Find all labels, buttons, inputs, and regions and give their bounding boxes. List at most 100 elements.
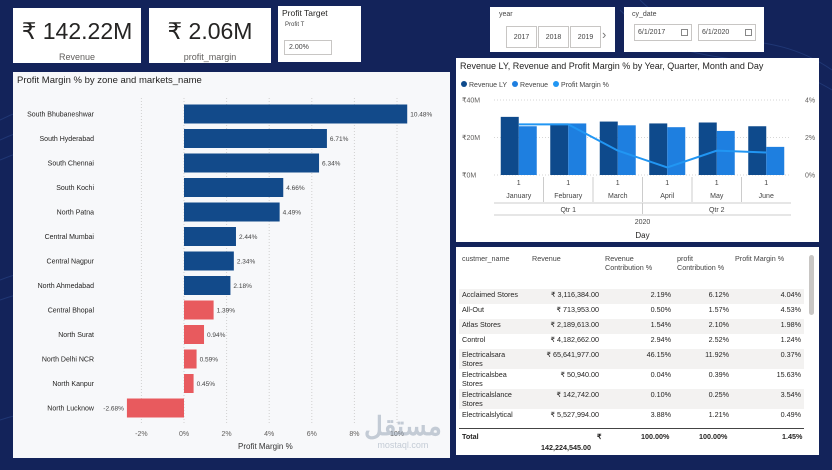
bar[interactable] (184, 374, 194, 393)
table-cell: 0.10% (650, 390, 671, 399)
table-cell: 15.63% (776, 370, 801, 379)
month-label: January (506, 193, 531, 200)
table-scrollbar[interactable] (809, 255, 814, 315)
total-revenue-contribution: 100.00% (641, 432, 670, 441)
date-slicer: cy_date 6/1/2017 6/1/2020 (624, 7, 764, 52)
bar[interactable] (184, 300, 214, 320)
table-row[interactable]: Atlas Stores ₹ 2,189,613.00 1.54% 2.10% 1.98… (459, 319, 804, 334)
bar-revenue-ly[interactable] (500, 116, 519, 175)
table-row[interactable]: Electricalsara Stores ₹ 65,641,977.00 46.1… (459, 349, 804, 369)
table-cell: ₹ 2,189,613.00 (550, 320, 599, 329)
table-cell: ₹ 713,953.00 (556, 305, 599, 314)
legend-label: Revenue (520, 82, 549, 89)
table-cell: 1.21% (708, 410, 729, 419)
customer-table: custmer_name Revenue Revenue Contributio… (456, 247, 819, 455)
bar-revenue-ly[interactable] (748, 126, 767, 175)
category-label: South Kochi (56, 185, 94, 192)
category-label: North Ahmedabad (38, 283, 95, 290)
bar-revenue[interactable] (568, 123, 587, 175)
legend-dot (512, 81, 519, 87)
profit-target-input[interactable]: 2.00% (284, 40, 332, 55)
data-label: 4.49% (283, 210, 302, 217)
bar[interactable] (184, 276, 231, 295)
table-cell: ₹ 3,116,384.00 (550, 290, 599, 299)
table-cell: 4.53% (780, 305, 801, 314)
calendar-icon[interactable] (681, 29, 688, 36)
year-option-2017[interactable]: 2017 (506, 26, 537, 48)
calendar-icon[interactable] (745, 29, 752, 36)
bar-revenue[interactable] (667, 127, 686, 175)
bar-chart-svg: -2% 0% 2% 4% 6% 8% 10% South Bhubaneshwar 10.48%… (27, 98, 432, 438)
legend-item-profit-margin[interactable]: Profit Margin % (553, 81, 609, 89)
table-cell: Electricalsara Stores (462, 350, 506, 368)
bar-revenue[interactable] (617, 125, 636, 175)
table-row[interactable]: Electricalsbea Stores ₹ 50,940.00 0.04% 0.3… (459, 369, 804, 389)
profit-target-title: Profit Target (282, 8, 328, 18)
data-label: 0.45% (197, 381, 216, 388)
table-cell: 0.49% (780, 410, 801, 419)
watermark-logo: مستقل mostaql.com (364, 412, 442, 450)
bar[interactable] (126, 398, 184, 418)
day-label: 1 (616, 180, 620, 187)
bar[interactable] (184, 227, 236, 246)
revenue-combo-chart: Revenue LY, Revenue and Profit Margin % … (456, 58, 819, 242)
table-cell: 0.50% (650, 305, 671, 314)
bar-revenue-ly[interactable] (599, 121, 618, 175)
table-cell: 3.88% (650, 410, 671, 419)
month-label: April (660, 193, 674, 200)
x-tick-label: 4% (264, 431, 274, 438)
table-cell: 46.15% (646, 350, 671, 359)
table-row[interactable]: Electricalslance Stores ₹ 142,742.00 0.10%… (459, 389, 804, 409)
bar[interactable] (184, 251, 234, 271)
year-option-2018[interactable]: 2018 (538, 26, 569, 48)
customer-table-grid: custmer_name Revenue Revenue Contributio… (459, 253, 804, 424)
total-profit-margin: 1.45% (782, 432, 803, 441)
data-label: 1.39% (217, 308, 236, 315)
column-header[interactable]: Revenue (532, 254, 561, 263)
table-row[interactable]: Electricalslytical ₹ 5,527,994.00 3.88% 1.2… (459, 409, 804, 424)
x-tick-label: 6% (307, 431, 317, 438)
table-cell: 1.24% (780, 335, 801, 344)
profit-margin-card: ₹ 2.06M profit_margin (149, 8, 271, 63)
bar-revenue[interactable] (766, 146, 785, 175)
bar[interactable] (184, 129, 327, 148)
bar[interactable] (184, 178, 284, 197)
table-row[interactable]: Control ₹ 4,182,662.00 2.94% 2.52% 1.24% (459, 334, 804, 349)
profit-target-subtitle: Profit T (285, 22, 305, 28)
total-label: Total (462, 432, 479, 441)
start-date-field[interactable]: 6/1/2017 (634, 24, 692, 41)
bar[interactable] (184, 349, 197, 369)
day-label: 1 (566, 180, 570, 187)
legend-item-revenue-ly[interactable]: Revenue LY (461, 81, 507, 89)
column-header[interactable]: profit Contribution % (677, 254, 725, 272)
table-cell: ₹ 5,527,994.00 (550, 410, 599, 419)
bar-revenue-ly[interactable] (550, 123, 569, 175)
table-row[interactable]: All-Out ₹ 713,953.00 0.50% 1.57% 4.53% (459, 304, 804, 319)
bar-revenue[interactable] (518, 126, 537, 175)
total-revenue-symbol: ₹ (597, 432, 602, 441)
bar-revenue[interactable] (716, 130, 735, 175)
chevron-right-icon[interactable]: › (602, 27, 607, 42)
table-row[interactable]: Acclaimed Stores ₹ 3,116,384.00 2.19% 6.12%… (459, 289, 804, 304)
table-cell: Control (462, 335, 486, 344)
y2-tick-label: 2% (805, 135, 815, 142)
end-date-field[interactable]: 6/1/2020 (698, 24, 756, 41)
category-label: North Patna (57, 210, 94, 217)
bar[interactable] (184, 153, 320, 173)
table-cell: ₹ 50,940.00 (560, 370, 599, 379)
column-header[interactable]: Revenue Contribution % (605, 254, 653, 272)
column-header[interactable]: custmer_name (462, 254, 510, 263)
bar[interactable] (184, 202, 280, 222)
x-tick-label: 2% (222, 431, 232, 438)
bar[interactable] (184, 104, 408, 124)
legend-item-revenue[interactable]: Revenue (512, 81, 548, 89)
year-option-2019[interactable]: 2019 (570, 26, 601, 48)
year-label: 2020 (635, 219, 651, 226)
bar-chart-title: Profit Margin % by zone and markets_name (17, 75, 202, 86)
month-label: February (554, 193, 583, 200)
bar-revenue-ly[interactable] (698, 122, 717, 176)
table-cell: 0.25% (708, 390, 729, 399)
category-label: North Lucknow (47, 406, 95, 413)
column-header[interactable]: Profit Margin % (735, 254, 785, 263)
bar[interactable] (184, 325, 205, 344)
